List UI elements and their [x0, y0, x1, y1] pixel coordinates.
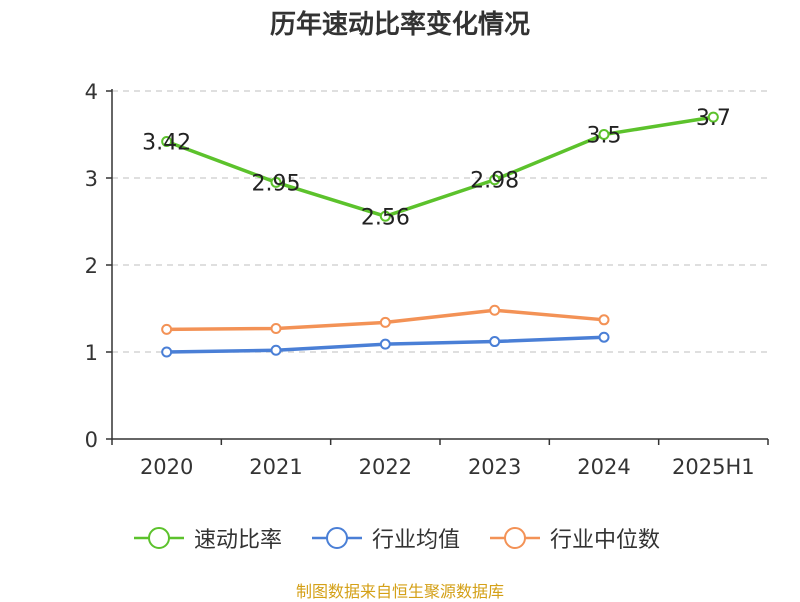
y-tick-label: 2: [85, 254, 98, 278]
axis-layer: 0 1 2 3 4 2020 2021 2022 2023 2024 2025H1: [85, 80, 769, 479]
data-label: 2.56: [361, 205, 410, 230]
data-point: [489, 174, 501, 186]
data-point: [270, 176, 282, 188]
data-point: [270, 323, 282, 335]
data-label: 3.5: [587, 124, 622, 149]
x-tick-label: 2023: [468, 455, 521, 479]
data-point: [161, 135, 173, 147]
y-tick-label: 0: [85, 428, 98, 452]
legend-marker-icon: [134, 527, 184, 549]
data-point: [379, 338, 391, 350]
data-point: [379, 316, 391, 328]
x-tick-label: 2022: [359, 455, 412, 479]
series-line-1: [166, 115, 714, 219]
legend-marker-icon: [490, 527, 540, 549]
y-tick-label: 1: [85, 341, 98, 365]
data-label: 3.7: [696, 106, 731, 131]
x-tick-label: 2025H1: [672, 455, 755, 479]
data-point: [489, 336, 501, 348]
legend-label: 速动比率: [194, 528, 283, 553]
x-tick-label: 2020: [140, 455, 193, 479]
legend: 速动比率 行业均值 行业中位数: [0, 518, 800, 558]
legend-item[interactable]: 行业均值: [310, 518, 460, 558]
data-label: 2.98: [470, 169, 519, 194]
data-point: [598, 331, 610, 343]
legend-item[interactable]: 速动比率: [132, 518, 282, 558]
data-point: [707, 111, 719, 123]
x-tick-label: 2024: [577, 455, 630, 479]
grid-layer: [112, 90, 768, 353]
legend-label: 行业均值: [372, 528, 461, 553]
y-tick-label: 3: [85, 167, 98, 191]
data-point: [379, 210, 391, 222]
x-tick-label: 2021: [249, 455, 302, 479]
chart-title: 历年速动比率变化情况: [269, 10, 530, 40]
data-point: [489, 304, 501, 316]
data-point: [270, 344, 282, 356]
data-point: [161, 346, 173, 358]
data-label: 3.42: [142, 130, 191, 155]
legend-item[interactable]: 行业中位数: [488, 518, 660, 558]
data-point: [161, 323, 173, 335]
y-tick-label: 4: [85, 80, 98, 104]
data-point: [598, 129, 610, 140]
data-point: [598, 314, 610, 326]
source-note: 制图数据来自恒生聚源数据库: [295, 582, 504, 601]
legend-label: 行业中位数: [550, 528, 661, 553]
legend-marker-icon: [312, 527, 362, 549]
label-layer: 3.42 2.95 2.56 2.98 3.5 3.7: [142, 106, 731, 230]
series-layer: [161, 111, 719, 358]
data-label: 2.95: [252, 171, 301, 196]
